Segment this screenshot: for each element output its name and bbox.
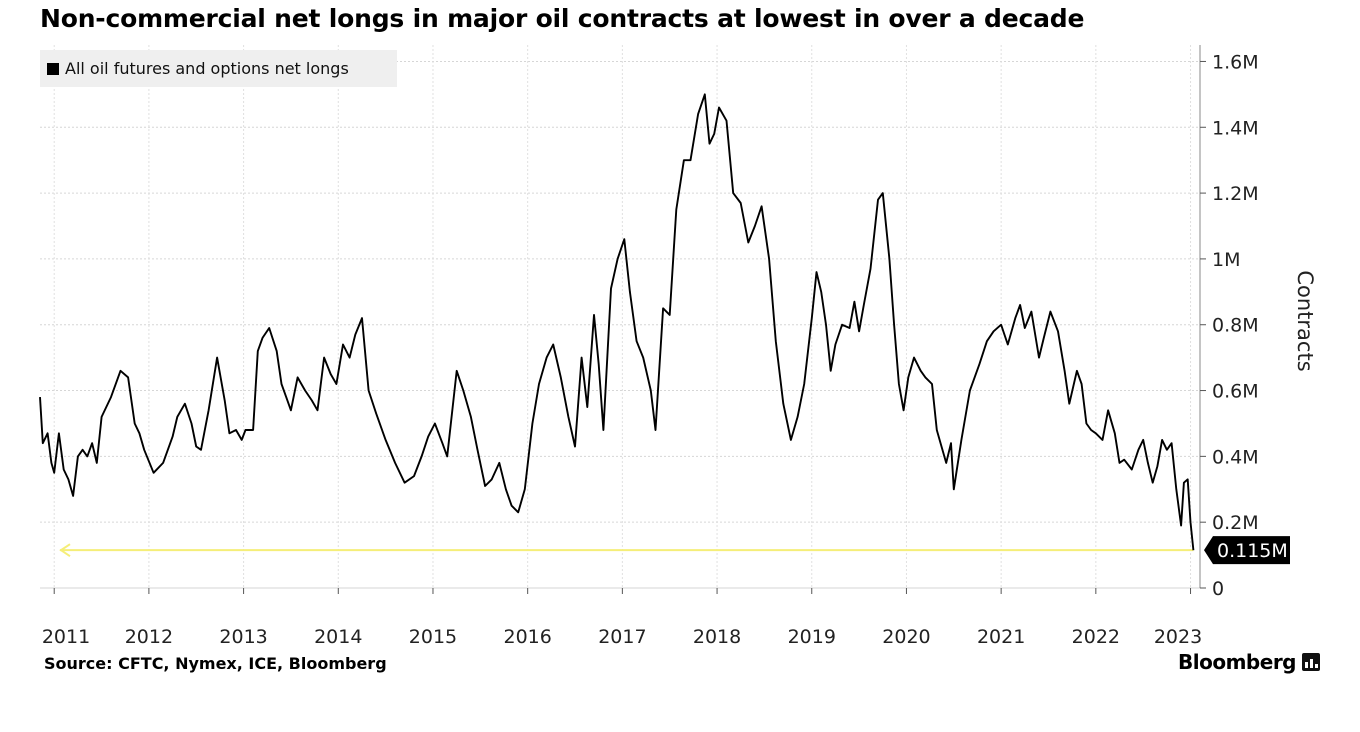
x-tick-label: 2020 bbox=[882, 626, 930, 648]
x-tick-label: 2021 bbox=[977, 626, 1025, 648]
legend-label: All oil futures and options net longs bbox=[65, 59, 349, 78]
x-tick-label: 2012 bbox=[125, 626, 173, 648]
y-tick-label: 0.4M bbox=[1212, 446, 1259, 468]
x-tick-label: 2017 bbox=[598, 626, 646, 648]
y-tick-label: 1.6M bbox=[1212, 51, 1259, 73]
brand-name: Bloomberg bbox=[1178, 650, 1296, 674]
x-tick-label: 2014 bbox=[314, 626, 362, 648]
last-value-callout: 0.115M bbox=[1204, 536, 1290, 565]
y-axis-ticks: 0 0.2M 0.4M 0.6M 0.8M 1M 1.2M 1.4M 1.6M bbox=[1200, 51, 1259, 600]
y-tick-label: 0.8M bbox=[1212, 315, 1259, 337]
x-tick-label: 2016 bbox=[503, 626, 551, 648]
legend-swatch bbox=[47, 62, 59, 75]
x-tick-label: 2015 bbox=[409, 626, 457, 648]
y-tick-label: 1M bbox=[1212, 249, 1240, 271]
x-tick-label: 2013 bbox=[219, 626, 267, 648]
y-tick-label: 0.2M bbox=[1212, 512, 1259, 534]
x-tick-label: 2019 bbox=[788, 626, 836, 648]
y-axis-title: Contracts bbox=[1293, 270, 1317, 372]
y-tick-label: 0 bbox=[1212, 578, 1224, 600]
x-tick-label: 2022 bbox=[1072, 626, 1120, 648]
x-grid-lines bbox=[53, 45, 1192, 588]
x-tick-label: 2018 bbox=[693, 626, 741, 648]
callout-label: 0.115M bbox=[1217, 540, 1288, 562]
source-note: Source: CFTC, Nymex, ICE, Bloomberg bbox=[44, 654, 387, 673]
series-line bbox=[39, 93, 1195, 551]
y-tick-label: 1.2M bbox=[1212, 183, 1259, 205]
legend: All oil futures and options net longs bbox=[40, 50, 397, 87]
reference-arrow-icon bbox=[59, 543, 71, 557]
brand: Bloomberg bbox=[1178, 650, 1320, 674]
y-tick-label: 1.4M bbox=[1212, 117, 1259, 139]
chart-title: Non-commercial net longs in major oil co… bbox=[40, 4, 1085, 33]
x-tick-label: 2023 bbox=[1154, 626, 1202, 648]
x-tick-label: 2011 bbox=[42, 626, 90, 648]
x-axis-ticks: 2011 2012 2013 2014 2015 2016 2017 2018 2019 2020… bbox=[42, 588, 1202, 648]
y-tick-label: 0.6M bbox=[1212, 381, 1259, 403]
callout-box bbox=[1204, 536, 1290, 565]
bloomberg-terminal-icon bbox=[1302, 653, 1320, 671]
